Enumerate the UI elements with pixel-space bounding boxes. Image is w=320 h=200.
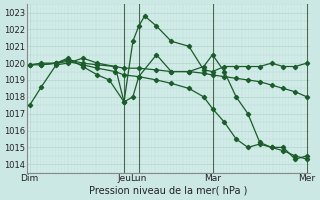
X-axis label: Pression niveau de la mer( hPa ): Pression niveau de la mer( hPa ) [89,186,247,196]
